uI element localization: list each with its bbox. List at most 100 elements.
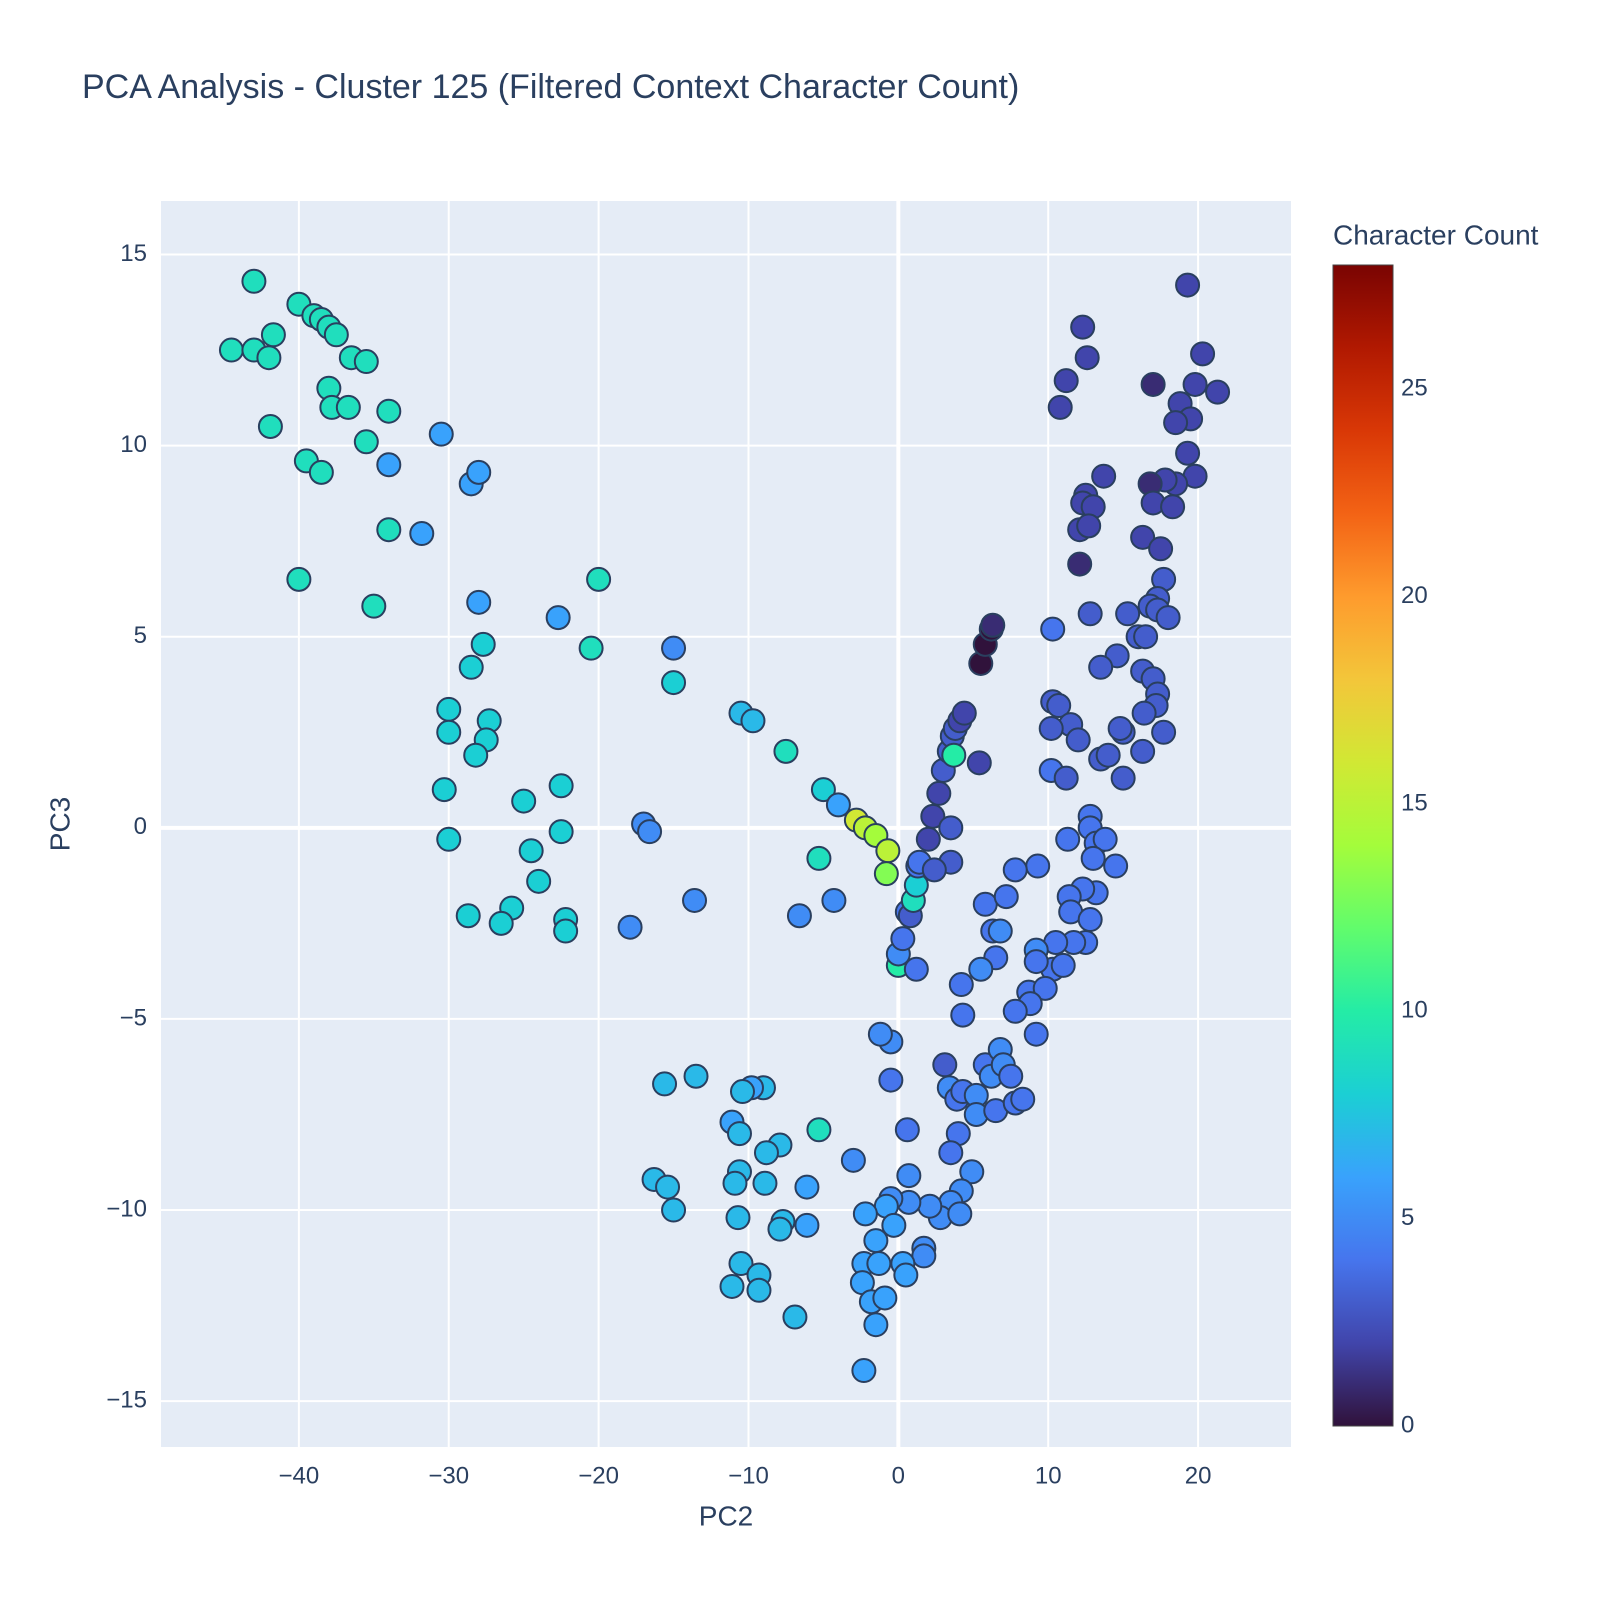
scatter-point <box>903 956 929 982</box>
scatter-point <box>1148 536 1174 562</box>
scatter-point <box>1092 826 1118 852</box>
scatter-point <box>241 268 267 294</box>
scatter-point <box>932 1052 958 1078</box>
scatter-point <box>875 838 901 864</box>
y-tick-label: 5 <box>134 622 147 649</box>
scatter-point <box>851 1358 877 1384</box>
scatter-point <box>890 926 916 952</box>
scatter-point <box>652 1071 678 1097</box>
scatter-point <box>722 1170 748 1196</box>
scatter-point <box>518 838 544 864</box>
scatter-point <box>1077 907 1103 933</box>
x-tick-label: −40 <box>279 1462 320 1489</box>
y-tick-label: 15 <box>120 240 147 267</box>
scatter-point <box>1076 513 1102 539</box>
scatter-point <box>1155 605 1181 631</box>
scatter-point <box>1053 765 1079 791</box>
y-tick-label: 0 <box>134 813 147 840</box>
colorbar-title: Character Count <box>1333 219 1539 250</box>
scatter-point <box>840 1147 866 1173</box>
colorbar-tick-label: 0 <box>1401 1411 1414 1438</box>
scatter-point <box>753 1140 779 1166</box>
scatter-point <box>867 1021 893 1047</box>
x-tick-label: −30 <box>428 1462 469 1489</box>
scatter-point <box>794 1212 820 1238</box>
scatter-point <box>511 788 537 814</box>
scatter-point <box>1010 1086 1036 1112</box>
scatter-point <box>1107 715 1133 741</box>
scatter-point <box>218 337 244 363</box>
scatter-point <box>1080 845 1106 871</box>
scatter-point <box>947 1201 973 1227</box>
scatter-point <box>873 861 899 887</box>
scatter-point <box>286 566 312 592</box>
colorbar-tick-label: 15 <box>1401 789 1428 816</box>
x-tick-label: −20 <box>578 1462 619 1489</box>
scatter-point <box>1032 975 1058 1001</box>
scatter-point <box>921 857 947 883</box>
scatter-point <box>1002 998 1028 1024</box>
scatter-point <box>1023 949 1049 975</box>
scatter-point <box>966 750 992 776</box>
scatter-point <box>767 1216 793 1242</box>
scatter-point <box>1163 410 1189 436</box>
scatter-point <box>1025 853 1051 879</box>
y-tick-label: −10 <box>106 1195 147 1222</box>
scatter-point <box>323 322 349 348</box>
scatter-point <box>1103 853 1129 879</box>
scatter-point <box>655 1174 681 1200</box>
scatter-point <box>1002 857 1028 883</box>
scatter-point <box>746 1277 772 1303</box>
scatter-point <box>488 910 514 936</box>
chart-title: PCA Analysis - Cluster 125 (Filtered Con… <box>82 68 1019 106</box>
scatter-point <box>893 1262 919 1288</box>
scatter-point <box>740 708 766 734</box>
scatter-point <box>548 819 574 845</box>
colorbar <box>1332 264 1394 1427</box>
scatter-point <box>463 742 489 768</box>
scatter-point <box>987 918 1013 944</box>
scatter-point <box>1091 463 1117 489</box>
scatter-point <box>920 803 946 829</box>
scatter-point <box>455 903 481 929</box>
scatter-point <box>1070 314 1096 340</box>
colorbar-tick-label: 20 <box>1401 582 1428 609</box>
scatter-point <box>1182 371 1208 397</box>
scatter-point <box>896 1163 922 1189</box>
colorbar-tick-label: 10 <box>1401 997 1428 1024</box>
scatter-point <box>586 566 612 592</box>
scatter-point <box>466 589 492 615</box>
x-tick-label: −10 <box>728 1462 769 1489</box>
scatter-point <box>1190 341 1216 367</box>
scatter-point <box>1140 371 1166 397</box>
x-tick-label: 0 <box>892 1462 905 1489</box>
y-axis-title: PC3 <box>44 797 75 851</box>
scatter-point <box>637 819 663 845</box>
scatter-point <box>852 1201 878 1227</box>
scatter-point <box>773 738 799 764</box>
scatter-point <box>335 394 361 420</box>
scatter-point <box>948 972 974 998</box>
scatter-point <box>980 612 1006 638</box>
scatter-point <box>1130 524 1156 550</box>
scatter-point <box>825 792 851 818</box>
scatter-point <box>1053 368 1079 394</box>
scatter-point <box>725 1205 751 1231</box>
scatter-point <box>782 1304 808 1330</box>
scatter-point <box>1038 715 1064 741</box>
y-tick-label: 10 <box>120 431 147 458</box>
x-axis-title: PC2 <box>699 1500 753 1531</box>
scatter-point <box>1160 494 1186 520</box>
scatter-point <box>1050 952 1076 978</box>
scatter-point <box>951 700 977 726</box>
scatter-point <box>548 773 574 799</box>
scatter-point <box>1131 700 1157 726</box>
scatter-point <box>1095 742 1121 768</box>
scatter-point <box>752 1170 778 1196</box>
scatter-point <box>1065 727 1091 753</box>
scatter-point <box>1151 719 1177 745</box>
y-tick-label: −5 <box>120 1004 147 1031</box>
scatter-point <box>1088 654 1114 680</box>
scatter-point <box>810 777 836 803</box>
scatter-point <box>872 1285 898 1311</box>
